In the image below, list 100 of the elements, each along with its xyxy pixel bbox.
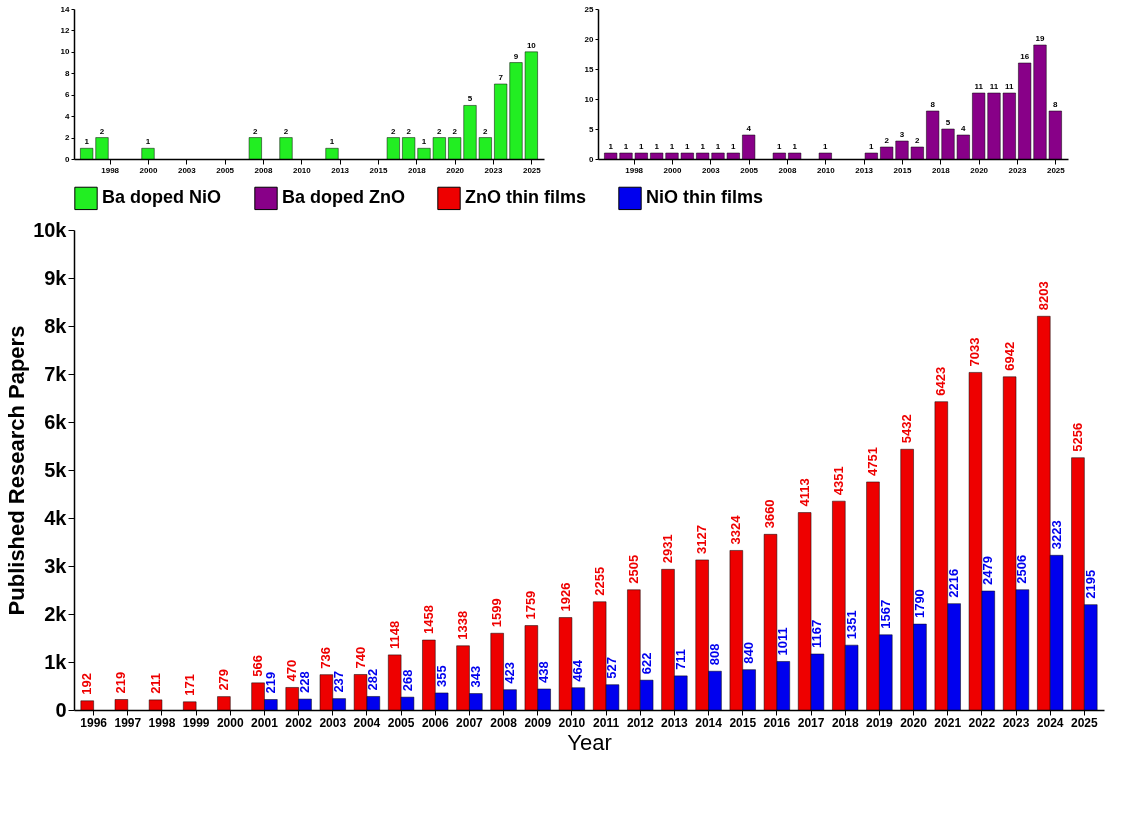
data-label: 1 xyxy=(792,142,798,151)
data-label: 1599 xyxy=(489,598,505,628)
data-label: 736 xyxy=(318,646,334,669)
data-label: 237 xyxy=(331,670,347,693)
legend-label: Ba doped NiO xyxy=(102,187,222,208)
data-label: 1 xyxy=(731,142,737,151)
x-tick-label: 1998 xyxy=(148,715,176,730)
data-label: 219 xyxy=(113,671,129,694)
x-tick-label: 2001 xyxy=(251,715,279,730)
x-tick-label: 2010 xyxy=(558,715,586,730)
x-tick-label: 2013 xyxy=(855,165,874,175)
y-tick-label: 0 xyxy=(55,698,67,721)
x-tick-label: 2024 xyxy=(1036,715,1064,730)
x-tick-label: 2010 xyxy=(816,165,836,175)
x-tick-label: 2003 xyxy=(701,165,721,175)
y-tick-label: 20 xyxy=(584,34,595,44)
x-tick-label: 2011 xyxy=(593,715,620,730)
data-label: 1 xyxy=(654,142,660,151)
data-label: 10 xyxy=(526,40,537,50)
data-label: 2931 xyxy=(660,534,675,564)
y-tick-label: 5k xyxy=(44,458,68,481)
data-label: 2 xyxy=(915,136,921,145)
data-label: 423 xyxy=(502,661,517,684)
data-label: 1 xyxy=(84,137,90,147)
data-label: 1148 xyxy=(386,620,402,649)
x-tick-label: 2021 xyxy=(934,715,962,730)
data-label: 8 xyxy=(1053,100,1059,109)
legend-label: NiO thin films xyxy=(646,187,763,208)
x-tick-label: 2015 xyxy=(369,165,388,175)
y-tick-label: 15 xyxy=(584,64,595,74)
x-tick-label: 2003 xyxy=(319,715,347,730)
data-label: 1 xyxy=(145,137,151,147)
data-label: 1 xyxy=(608,142,614,151)
x-tick-label: 2008 xyxy=(778,165,797,175)
data-label: 1 xyxy=(715,142,721,151)
data-label: 3127 xyxy=(694,524,710,554)
x-tick-label: 2009 xyxy=(524,715,552,730)
data-label: 1567 xyxy=(877,599,893,629)
data-label: 1167 xyxy=(809,619,825,648)
data-label: 9 xyxy=(513,51,519,61)
x-tick-label: 2025 xyxy=(522,165,542,175)
x-tick-label: 1997 xyxy=(114,715,142,730)
data-label: 268 xyxy=(399,669,415,692)
data-label: 1011 xyxy=(775,627,791,656)
data-label: 282 xyxy=(365,668,381,691)
x-tick-label: 2020 xyxy=(900,715,928,730)
data-label: 2 xyxy=(253,126,259,136)
data-label: 11 xyxy=(1005,82,1015,91)
data-label: 7033 xyxy=(967,337,983,367)
y-tick-label: 8k xyxy=(44,314,68,337)
y-tick-label: 6k xyxy=(44,410,68,433)
data-label: 1 xyxy=(685,142,691,151)
data-label: 4 xyxy=(746,124,752,133)
x-tick-label: 2019 xyxy=(866,715,894,730)
y-tick-label: 0 xyxy=(589,154,595,164)
data-label: 1 xyxy=(700,142,706,151)
y-tick-label: 6 xyxy=(65,90,71,100)
data-label: 3 xyxy=(899,130,905,139)
data-label: 2 xyxy=(452,126,458,136)
y-tick-label: 3k xyxy=(44,554,68,577)
data-label: 1338 xyxy=(455,610,471,640)
data-label: 4 xyxy=(961,124,967,133)
data-label: 5256 xyxy=(1069,422,1085,452)
data-label: 2 xyxy=(884,136,890,145)
y-axis-title: Published Research Papers xyxy=(4,325,30,616)
x-tick-label: 2018 xyxy=(407,165,427,175)
data-label: 3660 xyxy=(762,499,778,529)
data-label: 464 xyxy=(570,659,586,682)
data-label: 2 xyxy=(437,126,443,136)
y-tick-label: 8 xyxy=(65,68,71,78)
data-label: 4751 xyxy=(864,447,880,476)
x-tick-label: 2023 xyxy=(1002,715,1030,730)
data-label: 527 xyxy=(604,657,620,679)
data-label: 1 xyxy=(623,142,629,151)
data-label: 5 xyxy=(945,118,951,127)
x-tick-label: 2004 xyxy=(353,715,381,730)
data-label: 2505 xyxy=(625,554,641,584)
y-tick-label: 9k xyxy=(44,266,68,289)
x-tick-label: 2020 xyxy=(446,165,465,175)
data-label: 808 xyxy=(706,643,722,666)
x-tick-label: 2016 xyxy=(763,715,791,730)
data-label: 711 xyxy=(672,648,688,670)
data-label: 2216 xyxy=(946,568,962,598)
data-label: 1 xyxy=(329,137,335,147)
data-label: 5432 xyxy=(899,414,915,444)
data-label: 228 xyxy=(297,671,313,694)
y-tick-label: 14 xyxy=(60,4,71,14)
x-tick-label: 1996 xyxy=(80,715,108,730)
data-label: 6942 xyxy=(1001,341,1017,371)
data-label: 4351 xyxy=(830,466,846,496)
data-label: 1 xyxy=(669,142,675,151)
x-tick-label: 2005 xyxy=(387,715,415,730)
y-tick-label: 10 xyxy=(584,94,595,104)
x-tick-label: 2000 xyxy=(139,165,158,175)
data-label: 1 xyxy=(869,142,875,151)
data-label: 11 xyxy=(989,82,999,91)
x-tick-label: 2013 xyxy=(331,165,350,175)
data-label: 5 xyxy=(467,94,473,104)
data-label: 2 xyxy=(99,126,105,136)
y-tick-label: 4 xyxy=(65,111,71,121)
